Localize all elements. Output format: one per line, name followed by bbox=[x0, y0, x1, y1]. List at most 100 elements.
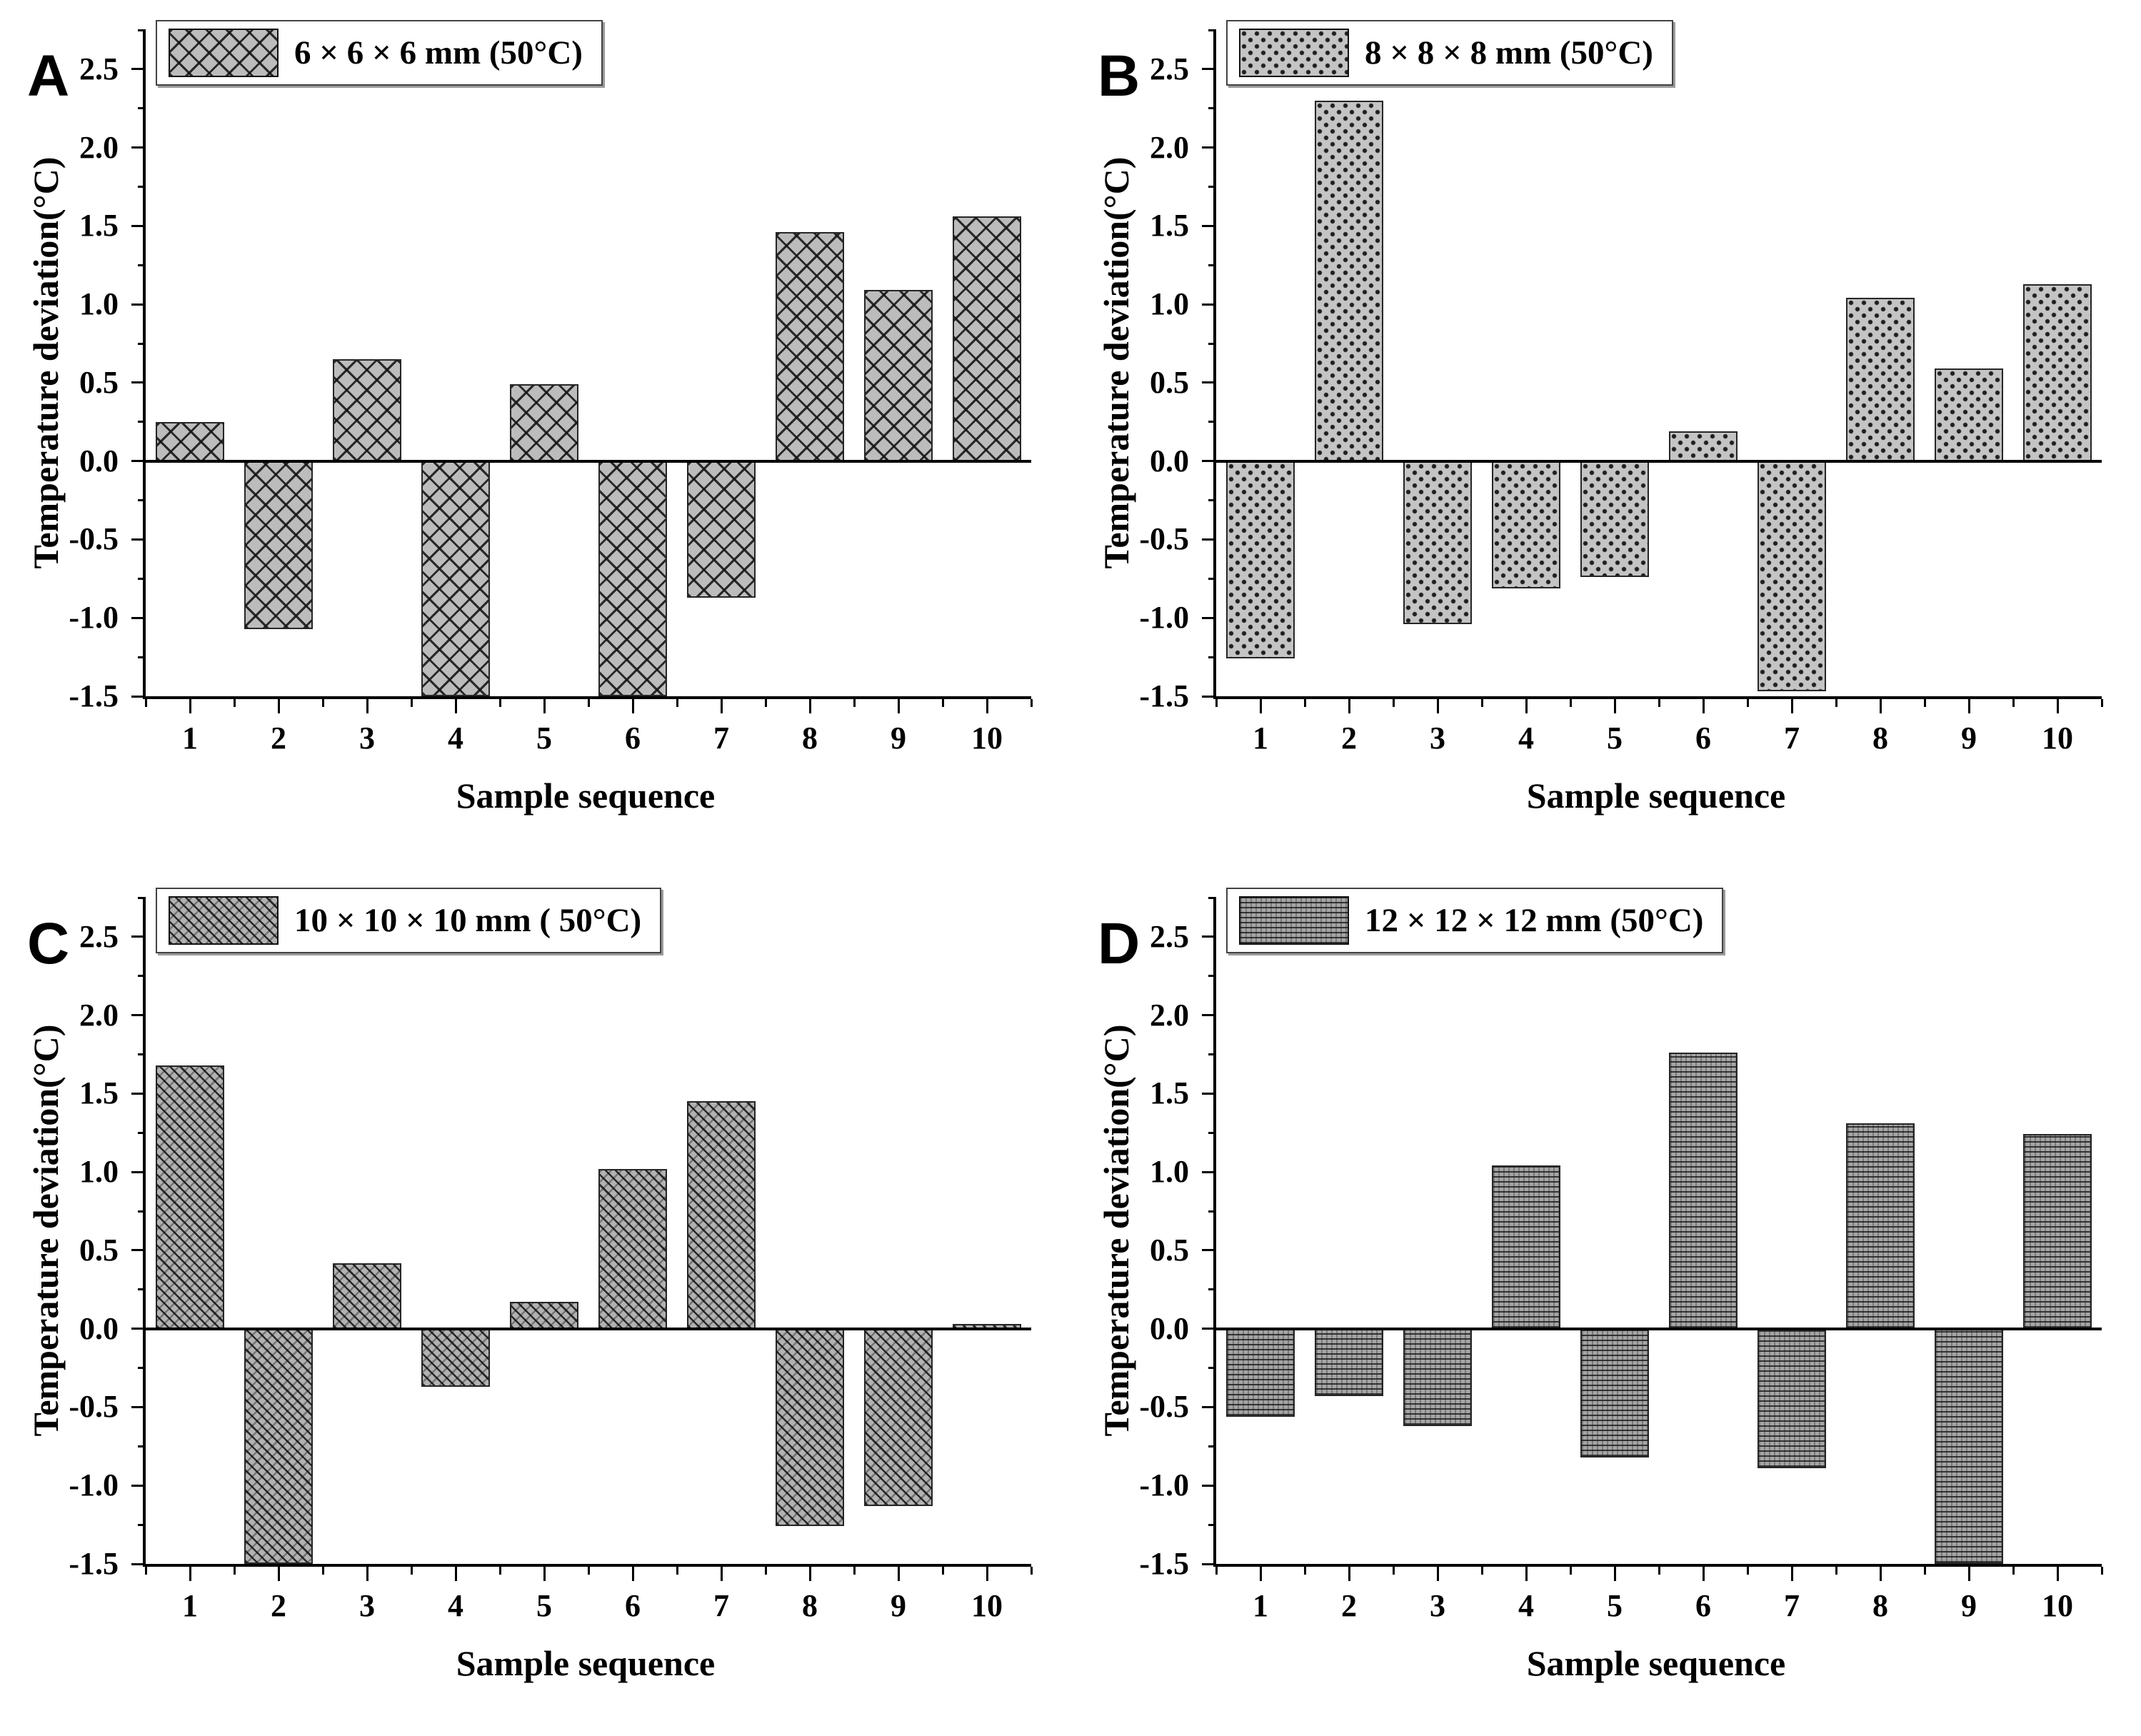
x-major-tick bbox=[1348, 1567, 1350, 1581]
x-tick-label: 1 bbox=[182, 721, 198, 756]
bar bbox=[686, 1101, 756, 1329]
y-major-tick bbox=[131, 1328, 146, 1330]
y-tick-label: 2.0 bbox=[79, 129, 119, 165]
bar bbox=[1580, 1328, 1650, 1457]
plot-area: 8 × 8 × 8 mm (50°C) -1.5 -1.0 -0.5 0.0 0.5 1.… bbox=[1139, 20, 2103, 756]
y-minor-tick bbox=[1208, 1288, 1216, 1291]
x-tick-label: 5 bbox=[1607, 1588, 1623, 1623]
x-tick-label: 3 bbox=[359, 721, 375, 756]
bar bbox=[1225, 1328, 1295, 1417]
y-major-tick bbox=[1202, 1328, 1216, 1330]
x-minor-tick bbox=[321, 1567, 324, 1575]
x-tick-label: 9 bbox=[891, 1588, 906, 1623]
y-major-tick bbox=[131, 146, 146, 149]
x-tick-label: 4 bbox=[1518, 1588, 1534, 1623]
x-tick-label: 1 bbox=[1253, 1588, 1268, 1623]
bar bbox=[2022, 284, 2092, 461]
x-tick-label: 3 bbox=[359, 1588, 375, 1623]
y-major-tick bbox=[131, 1562, 146, 1565]
y-minor-tick bbox=[138, 656, 146, 658]
x-minor-tick bbox=[2100, 699, 2103, 707]
y-minor-tick bbox=[138, 342, 146, 345]
legend-swatch bbox=[1239, 896, 1349, 945]
y-tick-label: 2.5 bbox=[79, 918, 119, 954]
x-major-tick bbox=[1879, 699, 1882, 713]
x-major-tick bbox=[720, 1567, 723, 1581]
y-minor-tick bbox=[138, 1523, 146, 1526]
x-tick-label: 4 bbox=[1518, 721, 1534, 756]
y-minor-tick bbox=[138, 1131, 146, 1134]
x-minor-tick bbox=[1392, 1567, 1395, 1575]
x-tick-label: 6 bbox=[1695, 1588, 1711, 1623]
y-major-tick bbox=[1202, 538, 1216, 541]
y-tick-label: -1.5 bbox=[69, 678, 119, 713]
y-tick-label: 0.0 bbox=[1150, 443, 1189, 478]
y-tick-label: -1.0 bbox=[69, 600, 119, 636]
plot-area: 12 × 12 × 12 mm (50°C) -1.5 -1.0 -0.5 0.0 0.… bbox=[1139, 888, 2103, 1623]
x-major-tick bbox=[1879, 1567, 1882, 1581]
y-minor-tick bbox=[138, 896, 146, 899]
x-minor-tick bbox=[2100, 1567, 2103, 1575]
x-minor-tick bbox=[233, 699, 236, 707]
legend-swatch bbox=[1239, 29, 1349, 77]
x-minor-tick bbox=[587, 1567, 590, 1575]
y-minor-tick bbox=[1208, 421, 1216, 423]
y-tick-label: 2.0 bbox=[1150, 997, 1189, 1033]
x-minor-tick bbox=[1835, 699, 1837, 707]
x-axis-title: Sample sequence bbox=[1526, 1643, 1786, 1683]
y-tick-label: -1.0 bbox=[1139, 600, 1189, 636]
plot-area: 10 × 10 × 10 mm ( 50°C) -1.5 -1.0 -0.5 0.0 0… bbox=[69, 888, 1033, 1623]
x-minor-tick bbox=[1392, 699, 1395, 707]
plot-area: 6 × 6 × 6 mm (50°C) -1.5 -1.0 -0.5 0.0 0.5 1.… bbox=[69, 20, 1033, 756]
y-major-tick bbox=[1202, 1170, 1216, 1173]
y-tick-label: -1.0 bbox=[69, 1467, 119, 1503]
x-major-tick bbox=[1613, 699, 1616, 713]
x-major-tick bbox=[277, 699, 280, 713]
x-major-tick bbox=[897, 1567, 900, 1581]
x-minor-tick bbox=[587, 699, 590, 707]
zero-baseline bbox=[146, 459, 1031, 463]
legend: 10 × 10 × 10 mm ( 50°C) bbox=[156, 888, 662, 953]
x-major-tick bbox=[808, 1567, 811, 1581]
x-major-tick bbox=[1790, 699, 1793, 713]
x-major-tick bbox=[1259, 1567, 1262, 1581]
x-major-tick bbox=[1259, 699, 1262, 713]
x-axis-title: Sample sequence bbox=[456, 776, 716, 816]
x-tick-label: 9 bbox=[891, 721, 906, 756]
x-major-tick bbox=[720, 699, 723, 713]
x-tick-label: 7 bbox=[713, 721, 729, 756]
x-minor-tick bbox=[1923, 1567, 1926, 1575]
x-minor-tick bbox=[1569, 1567, 1572, 1575]
y-major-tick bbox=[131, 460, 146, 463]
y-minor-tick bbox=[138, 1445, 146, 1447]
x-major-tick bbox=[1348, 699, 1350, 713]
x-minor-tick bbox=[2012, 699, 2015, 707]
y-tick-label: 1.0 bbox=[79, 286, 119, 322]
x-tick-label: 6 bbox=[625, 1588, 641, 1623]
legend-swatch bbox=[169, 29, 279, 77]
x-minor-tick bbox=[853, 699, 856, 707]
x-tick-label: 2 bbox=[1341, 721, 1357, 756]
y-minor-tick bbox=[138, 1367, 146, 1370]
zero-baseline bbox=[146, 1327, 1031, 1330]
y-major-tick bbox=[1202, 1405, 1216, 1408]
y-minor-tick bbox=[138, 577, 146, 580]
y-major-tick bbox=[1202, 616, 1216, 619]
x-major-tick bbox=[1702, 699, 1705, 713]
y-major-tick bbox=[1202, 1092, 1216, 1095]
y-major-tick bbox=[1202, 1484, 1216, 1487]
y-major-tick bbox=[131, 1484, 146, 1487]
bar bbox=[1314, 100, 1384, 461]
y-major-tick bbox=[1202, 1014, 1216, 1017]
x-minor-tick bbox=[410, 1567, 413, 1575]
x-major-tick bbox=[631, 1567, 634, 1581]
x-tick-label: 5 bbox=[536, 721, 552, 756]
x-tick-label: 8 bbox=[802, 1588, 818, 1623]
x-major-tick bbox=[1436, 699, 1439, 713]
y-tick-label: -0.5 bbox=[1139, 1389, 1189, 1425]
y-major-tick bbox=[131, 303, 146, 306]
y-major-tick bbox=[1202, 146, 1216, 149]
y-tick-label: 1.0 bbox=[1150, 1154, 1189, 1190]
y-minor-tick bbox=[1208, 1523, 1216, 1526]
y-minor-tick bbox=[1208, 264, 1216, 266]
